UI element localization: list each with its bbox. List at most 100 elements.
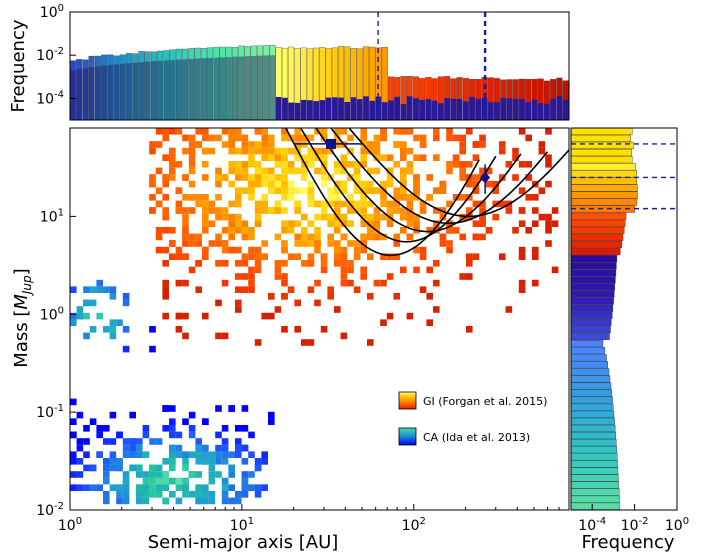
- heatmap-cell: [116, 484, 123, 491]
- heatmap-cell: [446, 246, 453, 254]
- heatmap-cell: [413, 213, 420, 221]
- top-histogram-overlay-bar: [238, 56, 245, 120]
- heatmap-cell: [393, 128, 400, 135]
- top-histogram-overlay-bar: [375, 96, 382, 120]
- heatmap-cell: [208, 464, 216, 472]
- heatmap-cell: [155, 491, 163, 498]
- heatmap-cell: [353, 167, 361, 175]
- heatmap-cell: [281, 207, 288, 214]
- heatmap-cell: [353, 161, 361, 168]
- heatmap-cell: [195, 444, 202, 452]
- heatmap-cell: [340, 253, 348, 260]
- heatmap-cell: [241, 233, 249, 241]
- heatmap-cell: [347, 194, 354, 201]
- heatmap-cell: [182, 253, 189, 260]
- heatmap-cell: [122, 471, 130, 478]
- heatmap-cell: [116, 497, 123, 505]
- heatmap-cell: [136, 491, 143, 498]
- heatmap-cell: [380, 319, 387, 326]
- heatmap-cell: [518, 207, 526, 214]
- heatmap-cell: [202, 497, 209, 505]
- heatmap-cell: [545, 180, 552, 188]
- heatmap-cell: [393, 200, 400, 208]
- heatmap-cell: [340, 233, 348, 241]
- top-histogram-overlay-bar: [400, 104, 407, 120]
- heatmap-cell: [525, 227, 532, 234]
- heatmap-cell: [175, 128, 183, 135]
- heatmap-cell: [433, 279, 440, 287]
- heatmap-cell: [142, 471, 150, 478]
- heatmap-cell: [406, 312, 414, 320]
- heatmap-cell: [386, 174, 394, 181]
- main-x-axis-label: Semi-major axis [AU]: [148, 532, 339, 553]
- top-histogram-overlay-bar: [132, 62, 139, 120]
- right-histogram-bar: [570, 134, 631, 143]
- right-histogram-bar: [570, 170, 637, 178]
- top-reference-lines: [377, 12, 487, 120]
- heatmap-cell: [386, 220, 394, 227]
- heatmap-cell: [518, 253, 526, 260]
- heatmap-cell: [551, 220, 559, 227]
- right-histogram-bar: [570, 488, 620, 496]
- heatmap-cell: [367, 227, 374, 234]
- top-y-tick-label: 10-4: [36, 89, 64, 107]
- heatmap-cell: [400, 167, 407, 175]
- heatmap-cell: [142, 484, 150, 491]
- heatmap-cell: [433, 154, 440, 161]
- heatmap-cell: [155, 233, 163, 241]
- heatmap-cell: [182, 194, 189, 201]
- heatmap-cell: [155, 167, 163, 175]
- heatmap-cell: [195, 491, 202, 498]
- heatmap-cell: [274, 200, 282, 208]
- top-histogram-overlay-bar: [475, 98, 482, 120]
- heatmap-cell: [155, 200, 163, 208]
- heatmap-cell: [122, 299, 130, 307]
- heatmap-cell: [545, 227, 552, 234]
- heatmap-cell: [142, 477, 150, 485]
- heatmap-cell: [228, 484, 235, 491]
- top-histogram-overlay-bar: [95, 66, 101, 120]
- heatmap-cell: [235, 134, 242, 142]
- heatmap-cell: [380, 253, 387, 260]
- heatmap-cell: [109, 319, 117, 326]
- heatmap-cell: [472, 200, 480, 208]
- heatmap-cell: [287, 187, 295, 194]
- top-histogram-overlay-bar: [101, 65, 107, 120]
- heatmap-cell: [419, 200, 427, 208]
- heatmap-cell: [208, 147, 216, 155]
- heatmap-cell: [195, 260, 202, 267]
- top-histogram-overlay-bar: [450, 98, 457, 120]
- right-histogram-bar: [570, 332, 610, 341]
- top-histogram-overlay-bar: [369, 100, 376, 120]
- heatmap-cell: [215, 471, 222, 478]
- heatmap-cell: [208, 497, 216, 505]
- heatmap-cell: [518, 286, 526, 293]
- heatmap-cell: [314, 213, 321, 221]
- heatmap-cell: [386, 167, 394, 175]
- heatmap-cell: [202, 312, 209, 320]
- heatmap-cell: [248, 273, 255, 280]
- main-y-axis-label-text: Mass [: [11, 310, 32, 368]
- heatmap-cell: [334, 246, 341, 254]
- heatmap-cell: [360, 187, 367, 194]
- heatmap-cell: [195, 484, 202, 491]
- heatmap-cell: [195, 240, 202, 247]
- heatmap-cell: [254, 464, 262, 472]
- heatmap-cell: [360, 273, 367, 280]
- top-histogram-overlay-bar: [556, 96, 563, 120]
- heatmap-cell: [70, 398, 77, 406]
- heatmap-cell: [281, 147, 288, 155]
- heatmap-cell: [188, 180, 196, 188]
- observed-point: [326, 138, 337, 149]
- top-histogram-overlay-bar: [144, 61, 151, 120]
- heatmap-cell: [162, 134, 169, 142]
- heatmap-cell: [228, 167, 235, 175]
- heatmap-cell: [274, 180, 282, 188]
- heatmap-cell: [466, 161, 473, 168]
- heatmap-cell: [202, 484, 209, 491]
- heatmap-cell: [228, 471, 235, 478]
- heatmap-cell: [386, 207, 394, 214]
- heatmap-cell: [452, 227, 460, 234]
- heatmap-cell: [175, 484, 183, 491]
- heatmap-cell: [188, 147, 196, 155]
